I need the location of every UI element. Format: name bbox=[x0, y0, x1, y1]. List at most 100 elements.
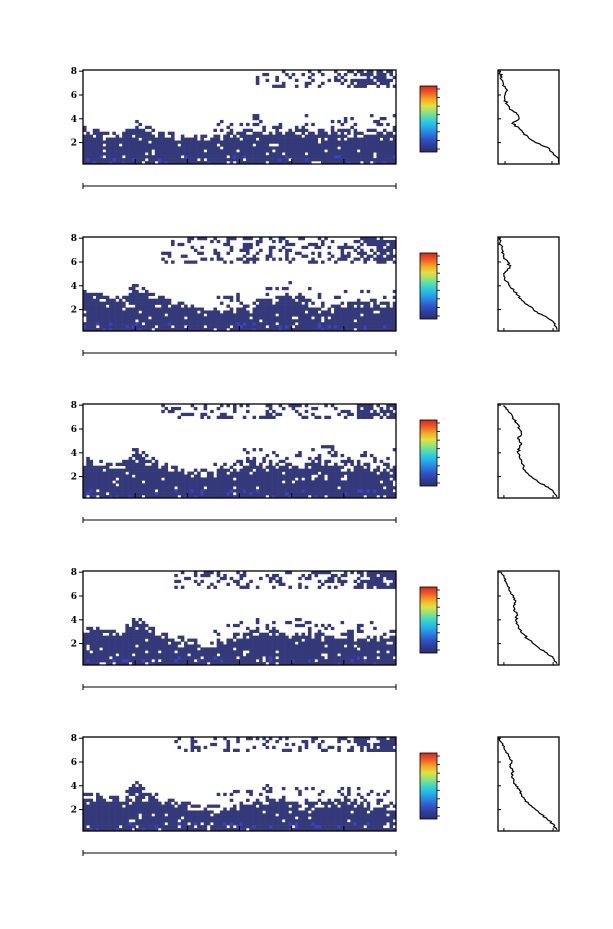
echo-cell bbox=[213, 319, 217, 323]
echo-cell bbox=[141, 140, 146, 144]
echo-cell bbox=[125, 825, 129, 829]
echo-cell bbox=[148, 626, 152, 631]
echo-cell bbox=[307, 140, 312, 144]
echo-cell bbox=[298, 659, 302, 663]
echo-cell bbox=[242, 486, 247, 490]
echo-cell bbox=[109, 313, 113, 317]
echo-cell bbox=[307, 70, 312, 74]
echo-cell bbox=[392, 412, 397, 417]
echo-cell bbox=[356, 650, 361, 654]
echo-cell bbox=[324, 659, 328, 663]
echo-cell bbox=[281, 474, 286, 478]
echo-cell bbox=[353, 465, 358, 469]
echo-cell bbox=[187, 239, 191, 244]
echo-cell bbox=[291, 474, 296, 478]
echo-cell bbox=[330, 316, 335, 320]
echo-cell bbox=[327, 585, 332, 589]
echo-cell bbox=[360, 404, 364, 408]
echo-cell bbox=[213, 647, 217, 651]
echo-cell bbox=[144, 468, 149, 472]
echo-cell bbox=[151, 292, 156, 297]
echo-cell bbox=[386, 492, 390, 496]
echo-cell bbox=[392, 415, 397, 419]
echo-cell bbox=[164, 662, 169, 666]
echo-cell bbox=[376, 328, 380, 332]
echo-cell bbox=[138, 492, 142, 496]
echo-cell bbox=[363, 653, 367, 657]
echo-cell bbox=[360, 483, 364, 487]
echo-cell bbox=[288, 483, 292, 487]
echo-cell bbox=[197, 480, 201, 484]
echo-cell bbox=[324, 465, 328, 469]
echo-cell bbox=[317, 149, 322, 153]
echo-cell bbox=[92, 632, 97, 636]
echo-cell bbox=[216, 158, 221, 162]
echo-cell bbox=[105, 313, 110, 317]
echo-cell bbox=[294, 465, 299, 469]
echo-cell bbox=[389, 662, 394, 666]
echo-cell bbox=[363, 579, 367, 584]
echo-cell bbox=[281, 84, 286, 88]
echo-cell bbox=[382, 322, 387, 326]
echo-cell bbox=[229, 644, 234, 648]
echo-cell bbox=[213, 251, 217, 255]
echo-cell bbox=[353, 149, 358, 153]
echo-cell bbox=[171, 328, 175, 332]
echo-cell bbox=[304, 245, 309, 250]
echo-cell bbox=[148, 125, 152, 130]
echo-cell bbox=[278, 146, 283, 150]
echo-cell bbox=[171, 322, 175, 326]
echo-cell bbox=[353, 131, 358, 135]
echo-cell bbox=[210, 656, 214, 660]
echo-cell bbox=[177, 328, 182, 332]
echo-cell bbox=[180, 468, 185, 472]
echo-cell bbox=[334, 143, 338, 147]
echo-cell bbox=[278, 477, 283, 481]
echo-cell bbox=[317, 134, 322, 138]
echo-cell bbox=[122, 146, 126, 150]
echo-cell bbox=[151, 492, 156, 496]
echo-cell bbox=[298, 492, 302, 496]
echo-cell bbox=[255, 239, 260, 244]
echo-cell bbox=[219, 128, 224, 132]
echo-cell bbox=[171, 495, 175, 499]
echo-cell bbox=[115, 295, 120, 299]
echo-cell bbox=[334, 495, 338, 499]
echo-cell bbox=[369, 406, 374, 411]
echo-cell bbox=[340, 131, 345, 135]
echo-cell bbox=[304, 468, 309, 472]
echo-cell bbox=[288, 281, 292, 285]
echo-cell bbox=[131, 128, 136, 132]
echo-cell bbox=[298, 650, 302, 654]
echo-cell bbox=[330, 465, 335, 469]
echo-cell bbox=[392, 322, 397, 326]
echo-cell bbox=[154, 483, 159, 487]
echo-cell bbox=[311, 143, 315, 147]
echo-cell bbox=[330, 626, 335, 631]
echo-cell bbox=[307, 647, 312, 651]
echo-cell bbox=[190, 155, 195, 159]
echo-cell bbox=[275, 653, 279, 657]
echo-cell bbox=[249, 242, 253, 247]
echo-cell bbox=[200, 257, 204, 261]
echo-cell bbox=[324, 492, 328, 496]
echo-cell bbox=[109, 653, 113, 657]
echo-cell bbox=[382, 158, 387, 162]
echo-cell bbox=[180, 492, 185, 496]
echo-cell bbox=[275, 149, 279, 153]
echo-cell bbox=[272, 629, 276, 633]
echo-cell bbox=[324, 319, 328, 323]
echo-cell bbox=[249, 152, 253, 156]
echo-cell bbox=[252, 155, 257, 159]
echo-cell bbox=[246, 471, 250, 475]
echo-cell bbox=[242, 644, 247, 648]
echo-cell bbox=[86, 474, 90, 478]
echo-cell bbox=[311, 641, 315, 645]
echo-cell bbox=[366, 155, 371, 159]
echo-cell bbox=[105, 328, 110, 332]
echo-cell bbox=[125, 462, 129, 466]
echo-cell bbox=[83, 483, 87, 487]
echo-cell bbox=[92, 804, 97, 808]
echo-cell bbox=[288, 471, 292, 475]
echo-cell bbox=[105, 819, 110, 823]
